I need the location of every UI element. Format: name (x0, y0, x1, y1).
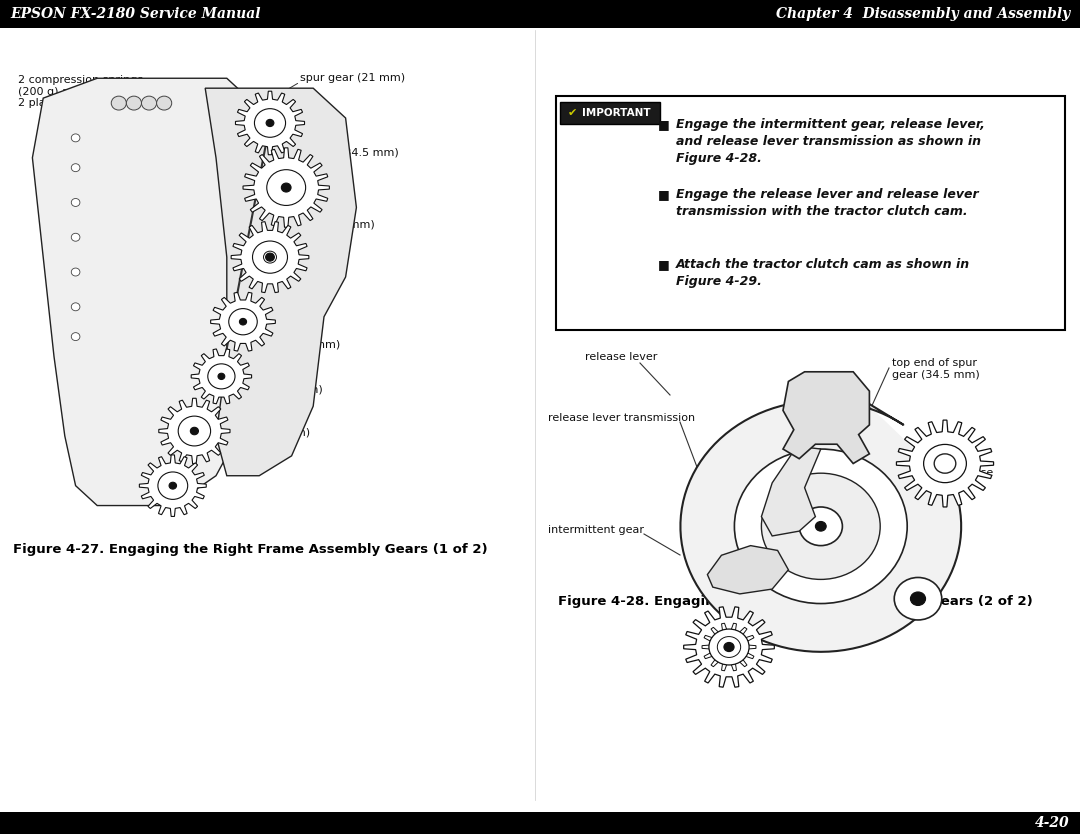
Text: Figure 4-27. Engaging the Right Frame Assembly Gears (1 of 2): Figure 4-27. Engaging the Right Frame As… (13, 543, 487, 556)
Circle shape (71, 268, 80, 276)
Circle shape (268, 256, 272, 259)
Text: release lever: release lever (585, 352, 658, 362)
Circle shape (71, 163, 80, 172)
Circle shape (178, 416, 211, 446)
Polygon shape (707, 545, 788, 594)
Text: Chapter 4  Disassembly and Assembly: Chapter 4 Disassembly and Assembly (775, 7, 1070, 21)
Text: spur gear (34.5 mm): spur gear (34.5 mm) (207, 385, 323, 395)
Circle shape (71, 333, 80, 340)
Text: IMPORTANT: IMPORTANT (582, 108, 650, 118)
Circle shape (734, 449, 907, 604)
Polygon shape (761, 446, 821, 536)
Circle shape (111, 96, 126, 110)
Text: Figure 4-28.: Figure 4-28. (676, 152, 761, 165)
Text: Attach the tractor clutch cam as shown in: Attach the tractor clutch cam as shown i… (676, 258, 970, 271)
Circle shape (218, 374, 225, 379)
Polygon shape (684, 607, 774, 687)
Text: 4-20: 4-20 (1036, 816, 1070, 830)
Text: Engage the intermittent gear, release lever,: Engage the intermittent gear, release le… (676, 118, 985, 131)
Circle shape (240, 319, 246, 325)
Circle shape (71, 303, 80, 311)
Text: ✔: ✔ (568, 108, 578, 118)
Polygon shape (139, 455, 206, 516)
Text: spur gear (34 mm): spur gear (34 mm) (205, 428, 310, 438)
Polygon shape (205, 88, 356, 475)
Polygon shape (255, 244, 285, 271)
Polygon shape (783, 372, 869, 464)
Polygon shape (32, 78, 259, 505)
Circle shape (71, 234, 80, 241)
Text: top end of spur
gear (34.5 mm): top end of spur gear (34.5 mm) (892, 358, 980, 379)
Circle shape (141, 96, 157, 110)
Circle shape (253, 241, 287, 274)
Text: Figure 4-29.: Figure 4-29. (676, 275, 761, 288)
Circle shape (229, 309, 257, 334)
Polygon shape (231, 222, 309, 293)
Circle shape (940, 459, 950, 469)
Circle shape (726, 645, 732, 650)
Bar (0, 812, 1080, 834)
Circle shape (894, 577, 942, 620)
Text: ■: ■ (658, 118, 670, 131)
Circle shape (724, 642, 734, 651)
Circle shape (934, 454, 956, 473)
Text: EPSON FX-2180 Service Manual: EPSON FX-2180 Service Manual (10, 7, 260, 21)
Text: ■: ■ (658, 258, 670, 271)
Circle shape (158, 472, 188, 500)
Text: ■: ■ (658, 188, 670, 201)
Polygon shape (211, 293, 275, 351)
Text: Engage the release lever and release lever: Engage the release lever and release lev… (676, 188, 978, 201)
Bar (0, 0, 1080, 28)
Circle shape (71, 198, 80, 207)
Circle shape (157, 96, 172, 110)
Circle shape (207, 364, 235, 389)
Circle shape (799, 507, 842, 545)
Circle shape (255, 108, 285, 138)
Text: spur gear (34.5 mm): spur gear (34.5 mm) (283, 148, 399, 158)
Polygon shape (243, 148, 329, 228)
Text: intermittent gear: intermittent gear (220, 290, 316, 300)
Circle shape (190, 427, 199, 435)
Circle shape (267, 169, 306, 205)
Text: spur gear (21 mm): spur gear (21 mm) (300, 73, 405, 83)
Circle shape (761, 473, 880, 580)
Bar (556, 96, 1065, 330)
Circle shape (910, 592, 926, 605)
Text: release lever transmission: release lever transmission (548, 413, 696, 423)
Text: spur gear (27 mm): spur gear (27 mm) (235, 340, 340, 350)
Circle shape (815, 521, 826, 531)
Text: 2 compression springs
(200 g) and
2 plain washers: 2 compression springs (200 g) and 2 plai… (18, 75, 144, 108)
Text: combination gear (8 mm, 31.5 mm): combination gear (8 mm, 31.5 mm) (175, 220, 375, 230)
Circle shape (266, 253, 274, 261)
Polygon shape (702, 623, 756, 671)
Circle shape (71, 134, 80, 142)
Polygon shape (896, 420, 994, 507)
Text: transmission with the tractor clutch cam.: transmission with the tractor clutch cam… (676, 205, 968, 218)
Polygon shape (159, 399, 230, 464)
Text: Figure 4-28. Engaging the Right Frame Assembly Gears (2 of 2): Figure 4-28. Engaging the Right Frame As… (557, 595, 1032, 608)
Circle shape (281, 183, 292, 192)
Circle shape (717, 636, 741, 657)
Circle shape (266, 119, 274, 127)
Circle shape (170, 482, 176, 489)
Circle shape (708, 629, 750, 665)
Text: top end of release
lever shaft: top end of release lever shaft (892, 468, 994, 490)
Circle shape (923, 445, 967, 483)
Text: and release lever transmission as shown in: and release lever transmission as shown … (676, 135, 981, 148)
Polygon shape (235, 91, 305, 155)
Circle shape (264, 251, 276, 263)
Text: intermittent gear: intermittent gear (548, 525, 644, 535)
Polygon shape (680, 401, 961, 652)
Circle shape (126, 96, 141, 110)
Polygon shape (191, 349, 252, 404)
Bar (561, 102, 660, 124)
